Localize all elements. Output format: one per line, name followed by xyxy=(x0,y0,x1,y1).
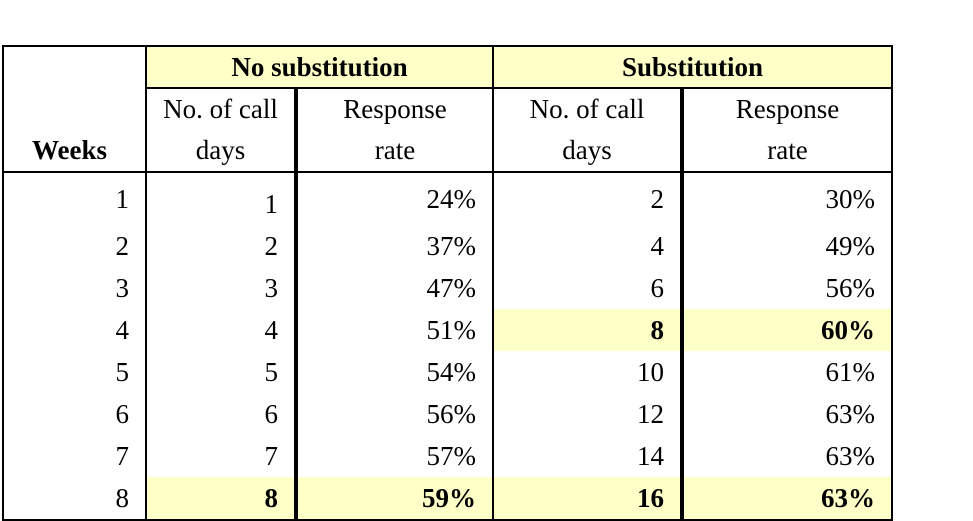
response-rate-table: Weeks No substitution Substitution No. o… xyxy=(2,45,893,521)
ns-response-rate-cell: 24% xyxy=(294,172,493,225)
group-no-substitution: No substitution xyxy=(146,45,494,89)
ns-response-rate-cell: 54% xyxy=(294,351,493,393)
table-row: 1 1 24% 2 30% xyxy=(2,172,893,225)
ns-call-days-cell: 8 xyxy=(145,477,296,521)
week-cell: 5 xyxy=(2,351,146,393)
group-substitution: Substitution xyxy=(493,45,893,89)
ns-call-days-cell: 4 xyxy=(145,309,296,351)
s-call-days-cell: 4 xyxy=(492,225,682,267)
week-cell: 6 xyxy=(2,393,146,435)
header-ns-response-rate: Response rate xyxy=(294,88,493,173)
subheader-row: No. of call days Response rate No. of call… xyxy=(3,88,893,173)
week-cell: 7 xyxy=(2,435,146,477)
s-call-days-cell: 14 xyxy=(492,435,682,477)
s-response-rate-cell: 61% xyxy=(680,351,893,393)
ns-response-rate-cell: 56% xyxy=(294,393,493,435)
ns-call-days-cell: 3 xyxy=(145,267,296,309)
s-response-rate-cell: 63% xyxy=(680,393,893,435)
header-ns-call-days: No. of call days xyxy=(145,88,296,173)
table-row: 5 5 54% 10 61% xyxy=(2,351,893,393)
ns-response-rate-cell: 37% xyxy=(294,225,493,267)
s-call-days-cell: 2 xyxy=(492,172,682,225)
s-call-days-cell: 6 xyxy=(492,267,682,309)
s-call-days-cell: 12 xyxy=(492,393,682,435)
table-row: 7 7 57% 14 63% xyxy=(2,435,893,477)
table-row: 6 6 56% 12 63% xyxy=(2,393,893,435)
ns-call-days-cell: 1 xyxy=(145,172,296,225)
header-s-call-days: No. of call days xyxy=(492,88,682,173)
s-response-rate-cell: 60% xyxy=(680,309,893,351)
ns-call-days-cell: 6 xyxy=(145,393,296,435)
table-row: 3 3 47% 6 56% xyxy=(2,267,893,309)
header-s-response-rate: Response rate xyxy=(680,88,893,173)
week-cell: 1 xyxy=(2,172,146,225)
ns-response-rate-cell: 57% xyxy=(294,435,493,477)
ns-call-days-cell: 2 xyxy=(145,225,296,267)
ns-response-rate-cell: 47% xyxy=(294,267,493,309)
ns-call-days-cell: 7 xyxy=(145,435,296,477)
s-response-rate-cell: 30% xyxy=(680,172,893,225)
group-header-row: Weeks No substitution Substitution xyxy=(2,45,893,173)
s-response-rate-cell: 56% xyxy=(680,267,893,309)
week-cell: 2 xyxy=(2,225,146,267)
s-call-days-cell: 10 xyxy=(492,351,682,393)
s-call-days-cell: 8 xyxy=(492,309,682,351)
ns-response-rate-cell: 51% xyxy=(294,309,493,351)
s-response-rate-cell: 49% xyxy=(680,225,893,267)
week-cell: 4 xyxy=(2,309,146,351)
table-row: 2 2 37% 4 49% xyxy=(2,225,893,267)
weeks-header: Weeks xyxy=(2,45,147,173)
s-response-rate-cell: 63% xyxy=(680,435,893,477)
table-row: 4 4 51% 8 60% xyxy=(2,309,893,351)
ns-call-days-cell: 5 xyxy=(145,351,296,393)
week-cell: 3 xyxy=(2,267,146,309)
